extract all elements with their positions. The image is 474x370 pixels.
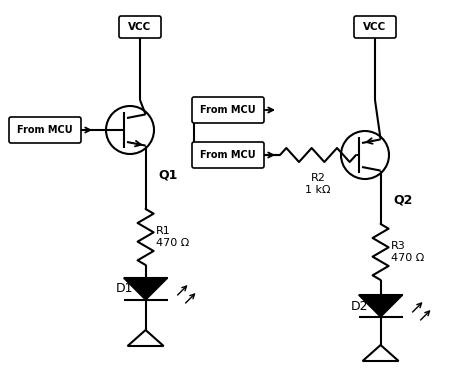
Text: VCC: VCC — [364, 22, 387, 32]
FancyBboxPatch shape — [9, 117, 81, 143]
FancyBboxPatch shape — [354, 16, 396, 38]
Text: R3
470 Ω: R3 470 Ω — [391, 241, 424, 263]
Text: Q1: Q1 — [158, 168, 177, 182]
Text: Q2: Q2 — [393, 194, 412, 206]
FancyBboxPatch shape — [119, 16, 161, 38]
Text: R1
470 Ω: R1 470 Ω — [155, 226, 189, 248]
Text: From MCU: From MCU — [17, 125, 73, 135]
Polygon shape — [124, 278, 168, 300]
Text: D1: D1 — [116, 283, 134, 296]
Polygon shape — [359, 295, 402, 317]
Text: VCC: VCC — [128, 22, 152, 32]
Text: R2
1 kΩ: R2 1 kΩ — [305, 173, 331, 195]
Text: D2: D2 — [351, 299, 369, 313]
FancyBboxPatch shape — [192, 142, 264, 168]
FancyBboxPatch shape — [192, 97, 264, 123]
Text: From MCU: From MCU — [200, 150, 256, 160]
Text: From MCU: From MCU — [200, 105, 256, 115]
